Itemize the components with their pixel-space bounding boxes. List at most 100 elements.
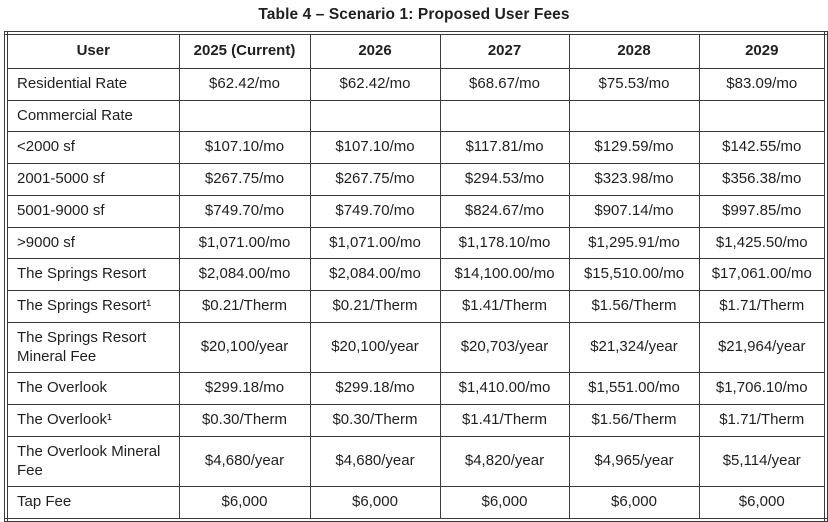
fee-cell: $6,000 (309, 486, 441, 521)
fee-cell: $6,000 (568, 486, 700, 521)
fee-cell (439, 99, 570, 133)
fee-cell: $1.41/Therm (439, 404, 570, 437)
fee-cell: $6,000 (178, 486, 311, 521)
fee-cell (698, 99, 827, 133)
fee-cell: $4,680/year (309, 435, 441, 488)
table-row-overlook-therm: The Overlook¹ $0.30/Therm $0.30/Therm $1… (5, 404, 827, 437)
fee-cell (178, 99, 311, 133)
user-fees-table: User 2025 (Current) 2026 2027 2028 2029 … (4, 31, 828, 522)
fee-cell: $267.75/mo (178, 163, 311, 196)
table-row-springs-resort-therm: The Springs Resort¹ $0.21/Therm $0.21/Th… (5, 290, 827, 323)
user-cell: The Overlook Mineral Fee (5, 435, 180, 488)
fee-cell: $0.21/Therm (309, 290, 441, 323)
table-row-tap-fee: Tap Fee $6,000 $6,000 $6,000 $6,000 $6,0… (5, 486, 827, 521)
fee-cell: $20,100/year (309, 321, 441, 374)
fee-cell: $1,178.10/mo (439, 226, 570, 260)
user-cell: Commercial Rate (5, 99, 180, 133)
user-cell: Residential Rate (5, 67, 180, 101)
table-row-springs-resort: The Springs Resort $2,084.00/mo $2,084.0… (5, 258, 827, 291)
fee-cell: $1.56/Therm (568, 290, 700, 323)
fee-cell: $1.71/Therm (698, 290, 827, 323)
fee-cell: $907.14/mo (568, 194, 700, 228)
user-cell: >9000 sf (5, 226, 180, 260)
fee-cell: $0.21/Therm (178, 290, 311, 323)
fee-cell: $1,551.00/mo (568, 372, 700, 405)
fee-cell: $5,114/year (698, 435, 827, 488)
fee-cell: $1,410.00/mo (439, 372, 570, 405)
user-cell: The Springs Resort Mineral Fee (5, 321, 180, 374)
fee-cell: $1,706.10/mo (698, 372, 827, 405)
fee-cell: $1.56/Therm (568, 404, 700, 437)
user-cell: Tap Fee (5, 486, 180, 521)
fee-cell: $21,324/year (568, 321, 700, 374)
fee-cell: $0.30/Therm (309, 404, 441, 437)
column-header-user: User (5, 32, 180, 69)
user-cell: The Overlook¹ (5, 404, 180, 437)
table-row-overlook-mineral-fee: The Overlook Mineral Fee $4,680/year $4,… (5, 435, 827, 488)
fee-cell: $299.18/mo (178, 372, 311, 405)
fee-cell: $323.98/mo (568, 163, 700, 196)
fee-cell: $4,820/year (439, 435, 570, 488)
fee-cell: $6,000 (439, 486, 570, 521)
fee-cell: $21,964/year (698, 321, 827, 374)
column-header-2028: 2028 (568, 32, 700, 69)
user-cell: 2001-5000 sf (5, 163, 180, 196)
table-title: Table 4 – Scenario 1: Proposed User Fees (258, 6, 570, 23)
fee-cell: $1,295.91/mo (568, 226, 700, 260)
fee-cell: $356.38/mo (698, 163, 827, 196)
fee-cell: $142.55/mo (698, 131, 827, 164)
table-row-gt-9000-sf: >9000 sf $1,071.00/mo $1,071.00/mo $1,17… (5, 226, 827, 260)
user-cell: <2000 sf (5, 131, 180, 164)
fee-cell: $62.42/mo (178, 67, 311, 101)
fee-cell: $0.30/Therm (178, 404, 311, 437)
fee-cell: $75.53/mo (568, 67, 700, 101)
fee-cell: $62.42/mo (309, 67, 441, 101)
user-cell: The Overlook (5, 372, 180, 405)
fee-cell: $1,071.00/mo (178, 226, 311, 260)
fee-cell: $83.09/mo (698, 67, 827, 101)
fee-cell: $997.85/mo (698, 194, 827, 228)
fee-cell: $294.53/mo (439, 163, 570, 196)
fee-cell: $6,000 (698, 486, 827, 521)
column-header-2025: 2025 (Current) (178, 32, 311, 69)
table-row-2001-5000-sf: 2001-5000 sf $267.75/mo $267.75/mo $294.… (5, 163, 827, 196)
fee-cell: $749.70/mo (309, 194, 441, 228)
table-row-commercial-rate: Commercial Rate (5, 99, 827, 133)
fee-cell: $20,100/year (178, 321, 311, 374)
table-row-lt-2000-sf: <2000 sf $107.10/mo $107.10/mo $117.81/m… (5, 131, 827, 164)
user-cell: The Springs Resort¹ (5, 290, 180, 323)
fee-cell: $17,061.00/mo (698, 258, 827, 291)
fee-cell: $107.10/mo (309, 131, 441, 164)
user-cell: 5001-9000 sf (5, 194, 180, 228)
fee-cell: $1.41/Therm (439, 290, 570, 323)
header-row: User 2025 (Current) 2026 2027 2028 2029 (5, 32, 827, 69)
fee-cell: $15,510.00/mo (568, 258, 700, 291)
column-header-2026: 2026 (309, 32, 441, 69)
fee-cell: $299.18/mo (309, 372, 441, 405)
fee-cell: $267.75/mo (309, 163, 441, 196)
table-row-springs-resort-mineral-fee: The Springs Resort Mineral Fee $20,100/y… (5, 321, 827, 374)
fee-cell: $107.10/mo (178, 131, 311, 164)
table-row-5001-9000-sf: 5001-9000 sf $749.70/mo $749.70/mo $824.… (5, 194, 827, 228)
fee-cell: $4,680/year (178, 435, 311, 488)
column-header-2027: 2027 (439, 32, 570, 69)
document-page: Table 4 – Scenario 1: Proposed User Fees… (4, 6, 828, 522)
fee-cell: $1.71/Therm (698, 404, 827, 437)
fee-cell: $20,703/year (439, 321, 570, 374)
fee-cell: $2,084.00/mo (178, 258, 311, 291)
fee-cell: $117.81/mo (439, 131, 570, 164)
fee-cell: $1,425.50/mo (698, 226, 827, 260)
fee-cell: $1,071.00/mo (309, 226, 441, 260)
fee-cell: $749.70/mo (178, 194, 311, 228)
table-row-overlook: The Overlook $299.18/mo $299.18/mo $1,41… (5, 372, 827, 405)
fee-cell: $824.67/mo (439, 194, 570, 228)
fee-cell: $2,084.00/mo (309, 258, 441, 291)
fee-cell: $14,100.00/mo (439, 258, 570, 291)
user-cell: The Springs Resort (5, 258, 180, 291)
column-header-2029: 2029 (698, 32, 827, 69)
fee-cell: $129.59/mo (568, 131, 700, 164)
fee-cell: $4,965/year (568, 435, 700, 488)
table-row-residential-rate: Residential Rate $62.42/mo $62.42/mo $68… (5, 67, 827, 101)
fee-cell: $68.67/mo (439, 67, 570, 101)
fee-cell (309, 99, 441, 133)
